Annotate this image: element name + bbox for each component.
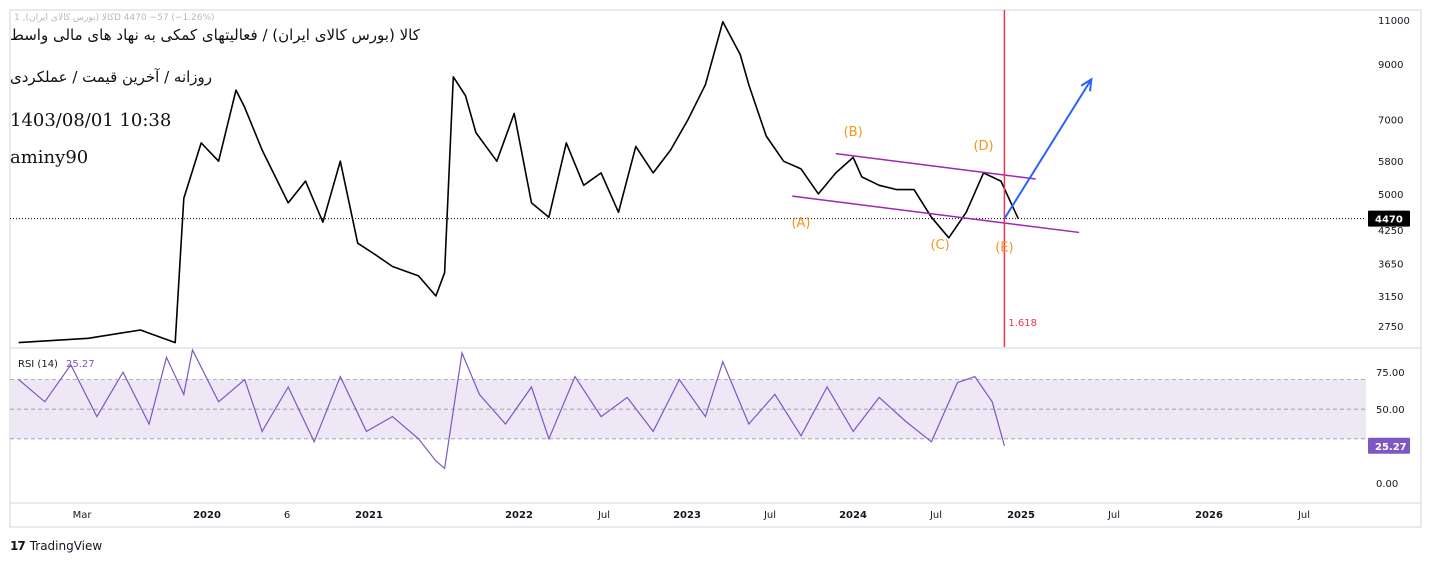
rsi-axis[interactable]: 0.00 50.00 75.00 25.27 xyxy=(1368,368,1410,490)
chart-frame xyxy=(9,9,1422,528)
tradingview-logo[interactable]: 17 TradingView xyxy=(10,539,102,553)
rsi-tick-label: 0.00 xyxy=(1376,479,1398,490)
time-tick-label: 2022 xyxy=(505,510,533,521)
author-text: aminy90 xyxy=(10,147,89,168)
time-tick-label: 2025 xyxy=(1007,510,1035,521)
price-axis[interactable]: 2750 3150 3650 4250 5000 5800 7000 9000 11000 447… xyxy=(1368,16,1410,333)
timestamp-text: 1403/08/01 10:38 xyxy=(10,110,172,131)
chart-title: کالا (بورس کالای ایران) / فعالیتهای کمکی… xyxy=(10,26,420,44)
projection-arrow-head xyxy=(1080,77,1093,92)
price-tick-label: 9000 xyxy=(1378,60,1403,71)
rsi-value: 25.27 xyxy=(66,359,95,370)
time-tick-label: 2023 xyxy=(673,510,701,521)
time-tick-label: Mar xyxy=(73,510,93,521)
projection-arrow-line xyxy=(1003,78,1093,220)
rsi-series-line xyxy=(18,348,1005,470)
time-tick-label: 2020 xyxy=(193,510,221,521)
price-tick-label: 11000 xyxy=(1378,16,1410,27)
chart-subtitle: روزانه / آخرین قیمت / عملکردی xyxy=(10,68,213,86)
rsi-value-badge xyxy=(1368,437,1410,454)
rsi-pane: RSI (14) 25.27 xyxy=(10,348,1366,470)
time-tick-label: 6 xyxy=(284,510,290,521)
time-tick-label: Jul xyxy=(1107,510,1120,521)
tradingview-label: TradingView xyxy=(29,539,103,553)
rsi-value-badge-label: 25.27 xyxy=(1375,442,1407,453)
channel-upper-line xyxy=(835,152,1036,180)
wave-label: (D) xyxy=(973,139,993,154)
last-price-badge xyxy=(1368,210,1410,227)
time-tick-label: Jul xyxy=(929,510,942,521)
fib-ratio-label: 1.618 xyxy=(1008,318,1037,329)
wave-label: (B) xyxy=(844,125,863,140)
price-tick-label: 3150 xyxy=(1378,292,1403,303)
time-tick-label: 2026 xyxy=(1195,510,1223,521)
time-tick-label: 2024 xyxy=(839,510,867,521)
symbol-legend: کالا (بورس کالای ایران), 1D 4470 −57 (−1… xyxy=(14,13,215,23)
time-tick-label: Jul xyxy=(1297,510,1310,521)
wave-label: (A) xyxy=(791,216,810,231)
price-tick-label: 5000 xyxy=(1378,190,1403,201)
channel-lower-line xyxy=(792,195,1080,234)
rsi-tick-label: 75.00 xyxy=(1376,368,1405,379)
price-series-line xyxy=(18,20,1020,344)
rsi-tick-label: 50.00 xyxy=(1376,405,1405,416)
wave-label: (E) xyxy=(995,241,1013,256)
price-tick-label: 7000 xyxy=(1378,116,1403,127)
price-tick-label: 5800 xyxy=(1378,157,1403,168)
time-tick-label: 2021 xyxy=(355,510,383,521)
last-price-label: 4470 xyxy=(1375,215,1403,226)
tradingview-icon: 17 xyxy=(10,539,26,553)
time-tick-label: Jul xyxy=(763,510,776,521)
price-tick-label: 4250 xyxy=(1378,226,1403,237)
price-pane: (A) (B) (C) (D) (E) 1.618 xyxy=(10,10,1366,347)
time-axis[interactable]: Mar 2020 6 2021 2022 Jul 2023 Jul 2024 Jul 2025 Jul… xyxy=(73,510,1310,521)
time-tick-label: Jul xyxy=(597,510,610,521)
price-grid xyxy=(9,9,1422,528)
price-tick-label: 3650 xyxy=(1378,259,1403,270)
price-tick-label: 2750 xyxy=(1378,322,1403,333)
wave-label: (C) xyxy=(930,238,949,253)
rsi-title: RSI (14) xyxy=(18,359,58,370)
